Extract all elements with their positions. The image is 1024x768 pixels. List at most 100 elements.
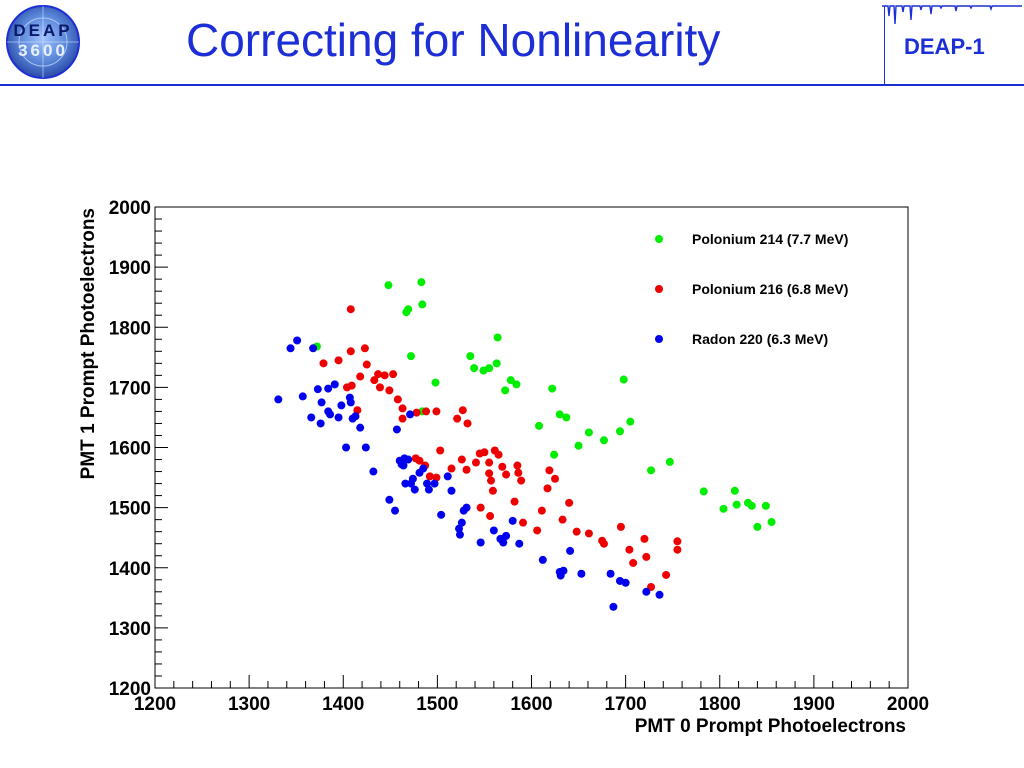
data-point-series-1 xyxy=(492,359,501,368)
data-point-series-1 xyxy=(665,457,674,466)
data-point-series-3 xyxy=(406,410,415,419)
data-point-series-3 xyxy=(423,479,432,488)
data-point-series-2 xyxy=(346,305,355,314)
y-tick-label: 1200 xyxy=(109,679,151,700)
data-point-series-3 xyxy=(334,413,343,422)
data-point-series-2 xyxy=(319,359,328,368)
data-point-series-3 xyxy=(274,395,283,404)
data-point-series-2 xyxy=(432,473,441,482)
data-point-series-3 xyxy=(356,423,365,432)
data-point-series-2 xyxy=(572,527,581,536)
data-point-series-2 xyxy=(356,372,365,381)
data-point-series-3 xyxy=(286,344,295,353)
data-point-series-2 xyxy=(447,464,456,473)
data-point-series-2 xyxy=(458,406,467,415)
x-axis-title: PMT 0 Prompt Photoelectrons xyxy=(635,716,906,737)
data-point-series-3 xyxy=(655,590,664,599)
data-point-series-1 xyxy=(562,413,571,422)
data-point-series-2 xyxy=(537,506,546,515)
legend-marker-2 xyxy=(655,285,663,293)
data-point-series-2 xyxy=(380,371,389,380)
y-tick-label: 1700 xyxy=(109,378,151,399)
data-point-series-1 xyxy=(761,501,770,510)
data-point-series-3 xyxy=(489,526,498,535)
svg-text:DEAP: DEAP xyxy=(13,21,72,40)
x-tick-label: 1300 xyxy=(228,694,270,715)
data-point-series-2 xyxy=(517,476,526,485)
data-point-series-2 xyxy=(487,476,496,485)
data-point-series-1 xyxy=(470,364,479,373)
y-tick-label: 1800 xyxy=(109,318,151,339)
data-point-series-2 xyxy=(432,407,441,416)
data-point-series-3 xyxy=(559,566,568,575)
data-point-series-2 xyxy=(370,376,379,385)
x-tick-label: 1400 xyxy=(322,694,364,715)
data-point-series-2 xyxy=(498,462,507,471)
data-point-series-2 xyxy=(375,383,384,392)
data-point-series-2 xyxy=(415,456,424,465)
legend-marker-1 xyxy=(655,235,663,243)
data-point-series-1 xyxy=(431,378,440,387)
data-point-series-2 xyxy=(334,356,343,365)
data-point-series-2 xyxy=(453,414,462,423)
data-point-series-3 xyxy=(316,419,325,428)
data-point-series-2 xyxy=(457,455,466,464)
data-point-series-3 xyxy=(515,539,524,548)
header-divider xyxy=(884,6,885,84)
x-tick-label: 1700 xyxy=(604,694,646,715)
data-point-series-1 xyxy=(584,428,593,437)
data-point-series-2 xyxy=(565,498,574,507)
data-point-series-2 xyxy=(476,503,485,512)
waveform-graphic xyxy=(882,5,1022,25)
data-point-series-2 xyxy=(485,469,494,478)
data-point-series-2 xyxy=(494,450,503,459)
data-point-series-1 xyxy=(535,421,544,430)
data-point-series-2 xyxy=(436,446,445,455)
data-point-series-1 xyxy=(548,384,557,393)
data-point-series-1 xyxy=(599,436,608,445)
data-point-series-3 xyxy=(326,410,335,419)
data-point-series-2 xyxy=(510,497,519,506)
data-point-series-3 xyxy=(307,413,316,422)
y-tick-label: 1500 xyxy=(109,499,151,520)
data-point-series-3 xyxy=(410,485,419,494)
legend-label-2: Polonium 216 (6.8 MeV) xyxy=(692,281,848,297)
data-point-series-1 xyxy=(747,501,756,510)
data-point-series-1 xyxy=(550,450,559,459)
data-point-series-3 xyxy=(298,392,307,401)
data-point-series-3 xyxy=(457,518,466,527)
data-point-series-2 xyxy=(360,344,369,353)
data-point-series-3 xyxy=(499,538,508,547)
data-point-series-2 xyxy=(629,558,638,567)
data-point-series-1 xyxy=(699,487,708,496)
data-point-series-2 xyxy=(673,545,682,554)
project-label: DEAP-1 xyxy=(904,34,985,59)
data-point-series-3 xyxy=(538,555,547,564)
data-point-series-3 xyxy=(455,530,464,539)
data-point-series-3 xyxy=(399,461,408,470)
data-point-series-3 xyxy=(606,569,615,578)
data-point-series-1 xyxy=(626,417,635,426)
x-tick-label: 1800 xyxy=(699,694,741,715)
data-point-series-1 xyxy=(466,352,475,361)
data-point-series-1 xyxy=(506,376,515,385)
y-tick-label: 1600 xyxy=(109,439,151,460)
legend-label-1: Polonium 214 (7.7 MeV) xyxy=(692,231,848,247)
data-point-series-3 xyxy=(502,531,511,540)
data-point-series-2 xyxy=(346,347,355,356)
data-point-series-1 xyxy=(619,375,628,384)
data-point-series-3 xyxy=(455,524,464,533)
x-tick-label: 1200 xyxy=(134,694,176,715)
data-point-series-2 xyxy=(412,408,421,417)
data-point-series-2 xyxy=(673,537,682,546)
data-point-series-3 xyxy=(577,569,586,578)
data-point-series-1 xyxy=(753,522,762,531)
data-point-series-2 xyxy=(625,545,634,554)
data-point-series-1 xyxy=(418,300,427,309)
data-point-series-3 xyxy=(404,455,413,464)
data-point-series-3 xyxy=(443,472,452,481)
plot-frame xyxy=(154,206,909,689)
data-point-series-3 xyxy=(408,474,417,483)
data-point-series-3 xyxy=(346,398,355,407)
